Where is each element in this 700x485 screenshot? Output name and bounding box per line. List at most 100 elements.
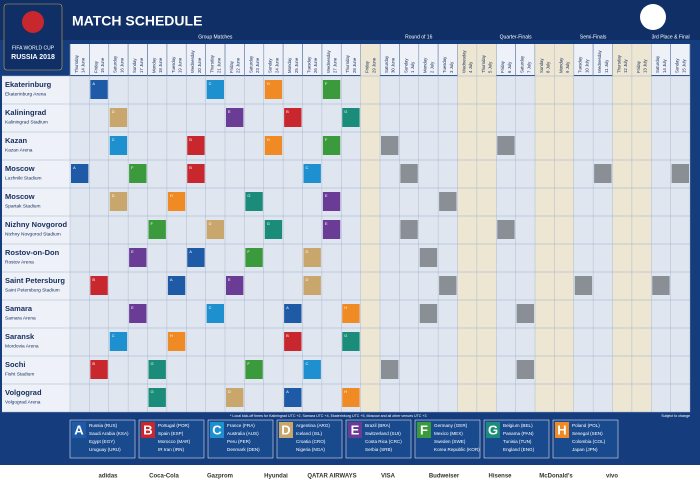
- date: 16 June: [119, 57, 124, 73]
- match-cell: [245, 248, 263, 267]
- date-cell: [419, 44, 438, 75]
- date-cell: [302, 44, 322, 75]
- match-group: C: [306, 361, 309, 366]
- match-group: F: [247, 361, 250, 366]
- match-cell: [342, 332, 360, 351]
- team: Argentina (ARG): [296, 423, 330, 428]
- match-cell: [284, 108, 302, 127]
- weekday: Monday: [287, 57, 292, 73]
- date: 26 June: [313, 57, 318, 73]
- disclaimer: Subject to change: [661, 414, 690, 418]
- date: 25 June: [294, 57, 299, 73]
- date: 24 June: [274, 57, 279, 73]
- match-cell: [381, 360, 399, 379]
- match-cell: [516, 360, 534, 379]
- team: Tunisia (TUN): [503, 439, 532, 444]
- match-group: B: [92, 361, 95, 366]
- group-box: [276, 419, 343, 459]
- match-cell: [322, 220, 341, 239]
- match-cell: [148, 360, 166, 379]
- match-cell: [284, 332, 302, 351]
- match-cell: [109, 136, 128, 155]
- date-cell: [167, 44, 186, 75]
- match-cell: [187, 136, 205, 155]
- city: Kazan: [5, 136, 28, 145]
- team: Portugal (POR): [158, 423, 190, 428]
- sponsor: Budweiser: [429, 474, 460, 480]
- stadium: Spartak Stadium: [5, 203, 40, 209]
- match-cell: [322, 80, 341, 99]
- match-cell: [90, 80, 108, 99]
- date: 27 June: [333, 57, 338, 73]
- team: Mexico (MEX): [434, 431, 463, 436]
- match-cell: [226, 108, 244, 127]
- match-group: E: [131, 249, 134, 254]
- date-cell: [438, 44, 458, 75]
- city: Ekaterinburg: [5, 80, 52, 89]
- team: Panama (PAN): [503, 431, 534, 436]
- weekday: Wednesday: [190, 50, 195, 73]
- stadium: Luzhniki Stadium: [5, 175, 42, 181]
- match-cell: [264, 136, 283, 155]
- title: MATCH SCHEDULE: [72, 13, 202, 29]
- city: Volgograd: [5, 388, 42, 397]
- date: 10 July: [584, 59, 589, 73]
- match-cell: [671, 164, 689, 183]
- team: Senegal (SEN): [572, 431, 603, 436]
- team: England (ENG): [503, 447, 535, 452]
- stadium: Ekaterinburg Arena: [5, 91, 46, 97]
- match-cell: [129, 248, 147, 267]
- city: Samara: [5, 304, 33, 313]
- match-cell: [516, 304, 534, 323]
- date: 8 July: [546, 61, 551, 73]
- date-cell: [496, 44, 516, 75]
- match-group: A: [286, 389, 289, 394]
- match-cell: [206, 304, 224, 323]
- match-group: F: [131, 165, 134, 170]
- city: Kaliningrad: [5, 108, 47, 117]
- match-group: E: [228, 277, 231, 282]
- sponsor: Hisense: [488, 474, 512, 480]
- stadium: Samara Arena: [5, 315, 36, 321]
- match-group: E: [325, 221, 328, 226]
- weekday: Thursday: [481, 54, 486, 73]
- match-cell: [419, 304, 438, 323]
- city: Saint Petersburg: [5, 276, 65, 285]
- match-group: H: [170, 333, 173, 338]
- match-group: H: [344, 305, 347, 310]
- sponsor: VISA: [381, 474, 396, 480]
- city: Sochi: [5, 360, 25, 369]
- match-cell: [206, 80, 224, 99]
- match-cell: [342, 304, 360, 323]
- match-group: B: [286, 333, 289, 338]
- match-group: A: [92, 81, 95, 86]
- weekday: Tuesday: [442, 56, 447, 73]
- date-cell: [341, 44, 361, 75]
- match-cell: [342, 108, 360, 127]
- match-cell: [497, 136, 515, 155]
- group-swatch: [210, 422, 224, 438]
- date: 14 June: [81, 57, 86, 73]
- match-group: C: [112, 333, 115, 338]
- date: 6 July: [507, 61, 512, 73]
- match-cell: [71, 164, 89, 183]
- match-group: G: [267, 221, 270, 226]
- match-group: D: [112, 109, 115, 114]
- match-group: A: [286, 305, 289, 310]
- match-cell: [109, 192, 128, 211]
- group-letter: C: [212, 422, 222, 437]
- date: 17 June: [139, 57, 144, 73]
- match-cell: [303, 164, 321, 183]
- stadium: Kaliningrad Stadium: [5, 119, 48, 125]
- match-group: A: [73, 165, 76, 170]
- city: Nizhny Novgorod: [5, 220, 67, 229]
- match-cell: [419, 248, 438, 267]
- weekday: Sunday: [539, 58, 544, 73]
- match-cell: [284, 304, 302, 323]
- logo-box: [3, 3, 63, 71]
- date-cell: [283, 44, 303, 75]
- date: 23 June: [255, 57, 260, 73]
- match-cell: [303, 360, 321, 379]
- header-band: [0, 0, 700, 40]
- match-cell: [167, 276, 186, 295]
